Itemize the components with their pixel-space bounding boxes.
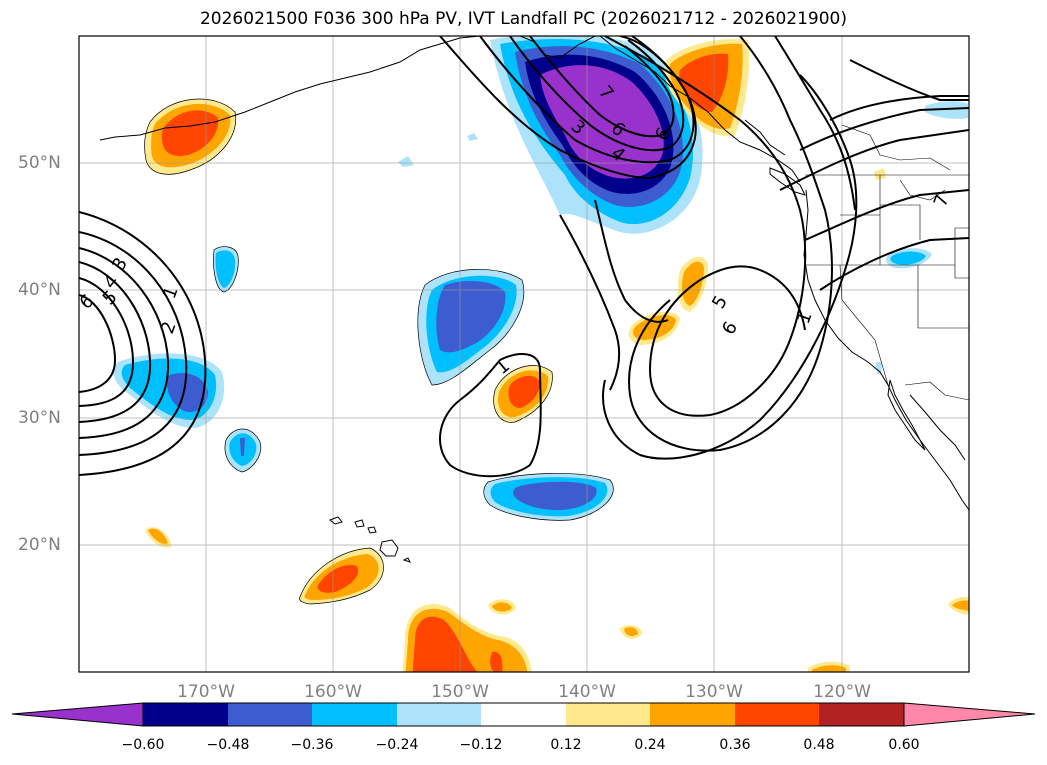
colorbar-bin [143, 703, 228, 726]
colorbar-tick-label: −0.12 [459, 737, 503, 753]
colorbar-tick-label: −0.48 [206, 737, 250, 753]
colorbar-tick-label: 0.36 [719, 737, 751, 753]
lon-label: 120°W [813, 682, 871, 702]
pv-fill-outlines [144, 98, 614, 605]
colorbar-tick-label: −0.60 [121, 737, 165, 753]
colorbar-tick-label: −0.24 [375, 737, 419, 753]
lon-label: 150°W [431, 682, 489, 702]
colorbar-bin [312, 703, 397, 726]
lon-label: 140°W [558, 682, 616, 702]
contour-label: 3 [108, 254, 132, 274]
lon-label: 160°W [304, 682, 362, 702]
colorbar-bin [481, 703, 566, 726]
colorbar-bin [397, 703, 481, 726]
colorbar-bin [650, 703, 735, 726]
colorbar-bin [819, 703, 904, 726]
contour-label: 1 [793, 309, 817, 327]
colorbar-tick-label: 0.12 [550, 737, 582, 753]
contour-label: 6 [718, 318, 742, 338]
colorbar-tick-label: 0.60 [888, 737, 920, 753]
map-frame [78, 35, 970, 673]
chart-title: 2026021500 F036 300 hPa PV, IVT Landfall… [199, 9, 847, 29]
ivt-contours [79, 36, 969, 478]
colorbar-tick-label: 0.24 [634, 737, 666, 753]
colorbar-bin [228, 703, 312, 726]
contour-label: 2 [157, 319, 181, 337]
contour-label: 1 [159, 284, 183, 302]
lat-label: 20°N [18, 535, 61, 555]
colorbar-bin [735, 703, 819, 726]
colorbar-extend-high [904, 703, 1035, 726]
map-area: 1 2 3 4 5 6 7 3 6 4 6 7 1 5 6 1 [79, 36, 969, 672]
contour-label: 5 [708, 292, 732, 312]
pv-positive-fill [144, 39, 969, 672]
colorbar-bin [566, 703, 650, 726]
colorbar [11, 702, 1036, 727]
coastlines [99, 36, 969, 563]
lon-label: 170°W [177, 682, 235, 702]
lat-label: 40°N [18, 280, 61, 300]
colorbar-tick-label: −0.36 [290, 737, 334, 753]
lon-label: 130°W [685, 682, 743, 702]
lat-label: 30°N [18, 408, 61, 428]
lat-label: 50°N [18, 153, 61, 173]
colorbar-extend-low [12, 703, 143, 726]
pv-negative-fill [113, 36, 968, 521]
ivt-contour-1-subtropical [438, 353, 542, 478]
ivt-contour-1-west [79, 211, 207, 476]
colorbar-tick-label: 0.48 [803, 737, 835, 753]
contour-label: 7 [930, 192, 954, 210]
